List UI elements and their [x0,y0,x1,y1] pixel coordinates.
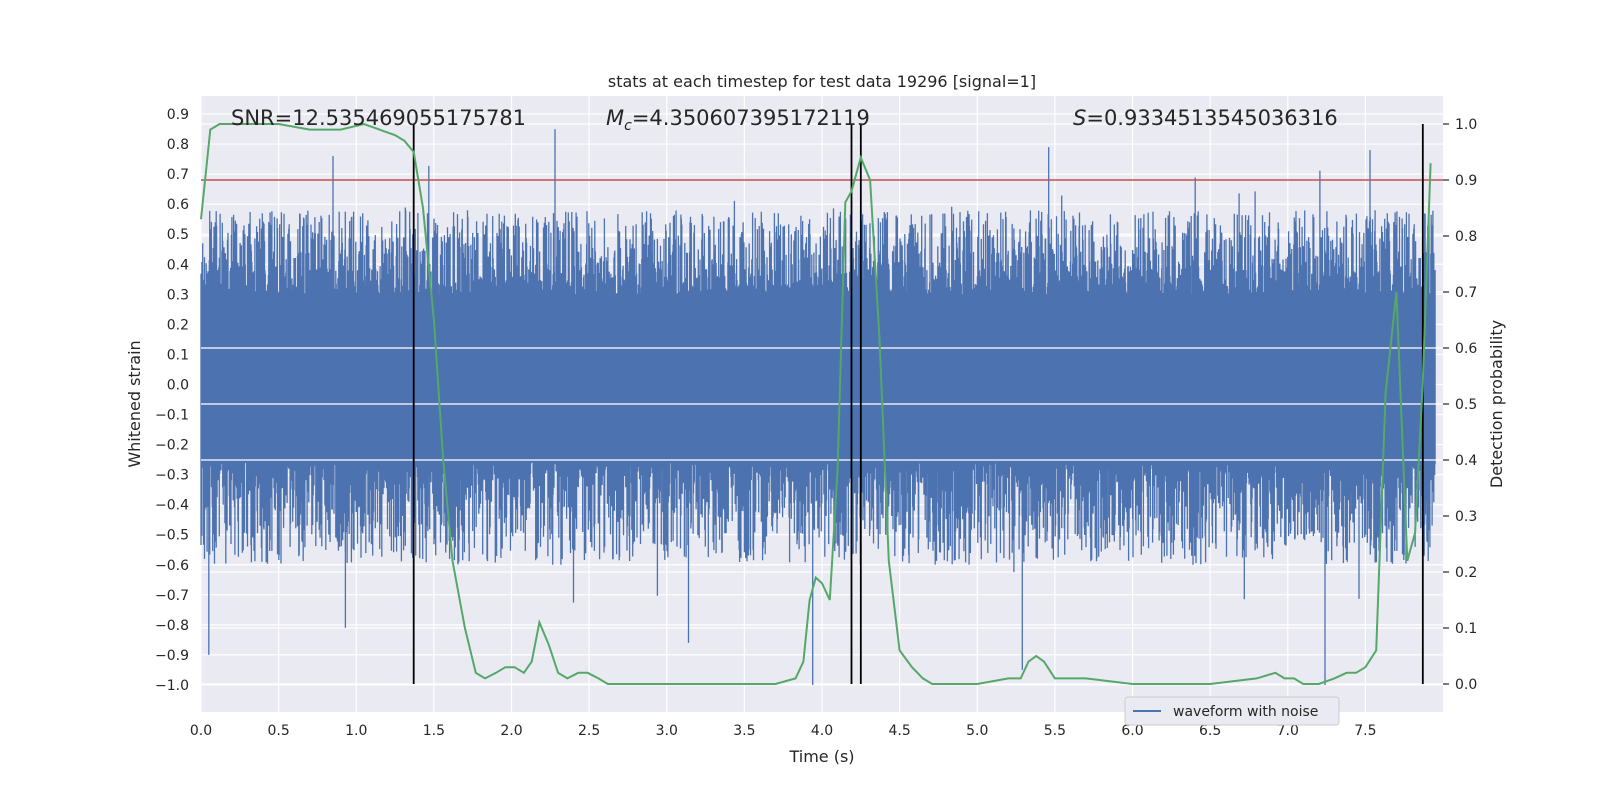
x-tick-label: 4.0 [811,723,833,739]
y-tick-label: 0.4 [167,257,189,273]
y-tick-label: −0.6 [155,558,189,574]
y-tick-label: 0.5 [167,227,189,243]
y2-tick-label: 1.0 [1455,117,1477,133]
y-tick-label: 0.3 [167,287,189,303]
y2-tick-label: 0.0 [1455,677,1477,693]
tick-labels: 0.0 0.5 1.0 1.5 2.0 2.5 3.0 3.5 4.0 4.5 5.0 5.5 6.0 6… [155,107,1477,739]
y-tick-label: −0.1 [155,408,189,424]
chirp-mass-subscript: c [624,118,632,134]
x-tick-label: 7.0 [1277,723,1299,739]
chart-title: stats at each timestep for test data 192… [608,72,1036,91]
chirp-mass-symbol: M [606,106,624,130]
y2-tick-label: 0.6 [1455,341,1477,357]
x-tick-label: 2.0 [500,723,522,739]
legend: waveform with noise [1124,696,1340,726]
waveform-band [201,294,1436,463]
y-tick-label: 0.8 [167,137,189,153]
y-tick-label: 0.6 [167,197,189,213]
y-tick-label: 0.9 [167,107,189,123]
y2-tick-label: 0.5 [1455,397,1477,413]
x-tick-label: 4.5 [888,723,910,739]
y-tick-label: −1.0 [155,678,189,694]
y-axis-label: Whitened strain [125,340,144,467]
x-tick-label: 1.5 [423,723,445,739]
y2-tick-label: 0.1 [1455,621,1477,637]
y-tick-label: −0.2 [155,438,189,454]
chirp-mass-value: =4.350607395172119 [632,106,870,130]
s-symbol: S [1073,106,1086,130]
chirp-mass-annotation: Mc=4.350607395172119 [606,106,870,134]
x-tick-label: 5.0 [966,723,988,739]
x-tick-label: 5.5 [1044,723,1066,739]
s-annotation: S=0.9334513545036316 [1073,106,1338,130]
x-tick-label: 0.0 [190,723,212,739]
y-tick-label: 0.1 [167,347,189,363]
overlay-layer [200,122,1443,685]
x-tick-label: 3.5 [733,723,755,739]
y2-tick-label: 0.3 [1455,509,1477,525]
x-tick-label: 7.5 [1354,723,1376,739]
y-tick-label: −0.3 [155,468,189,484]
x-tick-label: 0.5 [267,723,289,739]
x-axis-label: Time (s) [788,747,854,766]
x-tick-label: 2.5 [578,723,600,739]
y2-axis-label: Detection probability [1487,320,1506,488]
y-tick-label: −0.4 [155,498,189,514]
y-tick-label: −0.5 [155,528,189,544]
y-tick-label: 0.2 [167,317,189,333]
waveform-layer [200,129,1443,685]
legend-label-waveform: waveform with noise [1173,704,1318,720]
y2-tick-label: 0.2 [1455,565,1477,581]
legend-box [1124,696,1340,726]
s-value: =0.9334513545036316 [1086,106,1337,130]
snr-annotation: SNR=12.535469055175781 [231,106,526,130]
y2-tick-label: 0.8 [1455,229,1477,245]
y2-tick-label: 0.9 [1455,173,1477,189]
y-tick-label: −0.8 [155,618,189,634]
y-tick-label: 0.7 [167,167,189,183]
x-tick-label: 1.0 [345,723,367,739]
y2-tick-label: 0.4 [1455,453,1477,469]
y-tick-label: −0.9 [155,648,189,664]
x-tick-label: 6.5 [1199,723,1221,739]
x-tick-label: 6.0 [1121,723,1143,739]
y-tick-label: −0.7 [155,588,189,604]
detection-probability-line [200,122,1432,685]
y2-tick-label: 0.7 [1455,285,1477,301]
y-tick-label: 0.0 [167,377,189,393]
x-tick-label: 3.0 [656,723,678,739]
